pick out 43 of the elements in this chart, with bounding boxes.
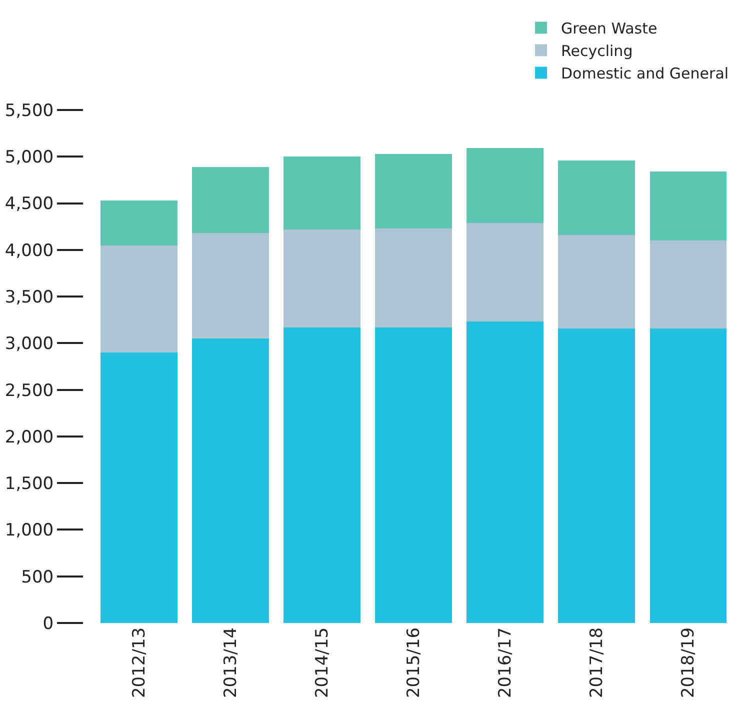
bar bbox=[375, 327, 452, 623]
bar bbox=[284, 229, 360, 328]
bar bbox=[650, 328, 727, 623]
x-tick-label: 2012/13 bbox=[129, 627, 150, 698]
bar bbox=[650, 172, 727, 241]
y-tick-label: 5,000 bbox=[4, 148, 54, 168]
bar bbox=[466, 222, 544, 322]
bar bbox=[558, 328, 636, 623]
bar bbox=[192, 338, 269, 623]
y-tick-label: 1,500 bbox=[4, 474, 54, 494]
y-tick-label: 4,000 bbox=[4, 240, 54, 261]
x-tick-label: 2014/15 bbox=[312, 627, 333, 698]
y-tick-label: 4,500 bbox=[4, 194, 54, 214]
x-tick-label: 2016/17 bbox=[496, 627, 516, 698]
y-tick-label: 2,500 bbox=[4, 380, 54, 401]
legend-label: Green Waste bbox=[561, 20, 658, 38]
y-tick-label: 2,000 bbox=[4, 427, 54, 448]
y-tick-label: 500 bbox=[21, 567, 54, 588]
x-tick-label: 2013/14 bbox=[221, 627, 242, 698]
bar bbox=[466, 322, 544, 623]
bar bbox=[100, 245, 178, 353]
bar bbox=[375, 228, 452, 328]
bar bbox=[284, 327, 360, 623]
bar bbox=[100, 200, 178, 246]
bar bbox=[192, 233, 269, 339]
y-tick-label: 1,000 bbox=[4, 520, 54, 541]
legend-label: Domestic and General bbox=[561, 64, 729, 83]
y-tick-label: 3,500 bbox=[4, 288, 54, 308]
bar bbox=[284, 156, 360, 230]
y-tick-label: 0 bbox=[42, 614, 54, 634]
bar bbox=[192, 166, 269, 234]
bar bbox=[558, 160, 636, 235]
y-tick-label: 5,500 bbox=[4, 100, 54, 121]
x-tick-label: 2018/19 bbox=[678, 627, 699, 698]
bar bbox=[650, 240, 727, 328]
bar bbox=[375, 154, 452, 228]
legend-label: Recycling bbox=[561, 42, 633, 60]
x-tick-label: 2015/16 bbox=[404, 627, 424, 698]
bar bbox=[466, 148, 544, 223]
bar bbox=[100, 352, 178, 623]
bar bbox=[558, 234, 636, 328]
y-tick-label: 3,000 bbox=[4, 334, 54, 354]
x-tick-label: 2017/18 bbox=[587, 627, 608, 698]
